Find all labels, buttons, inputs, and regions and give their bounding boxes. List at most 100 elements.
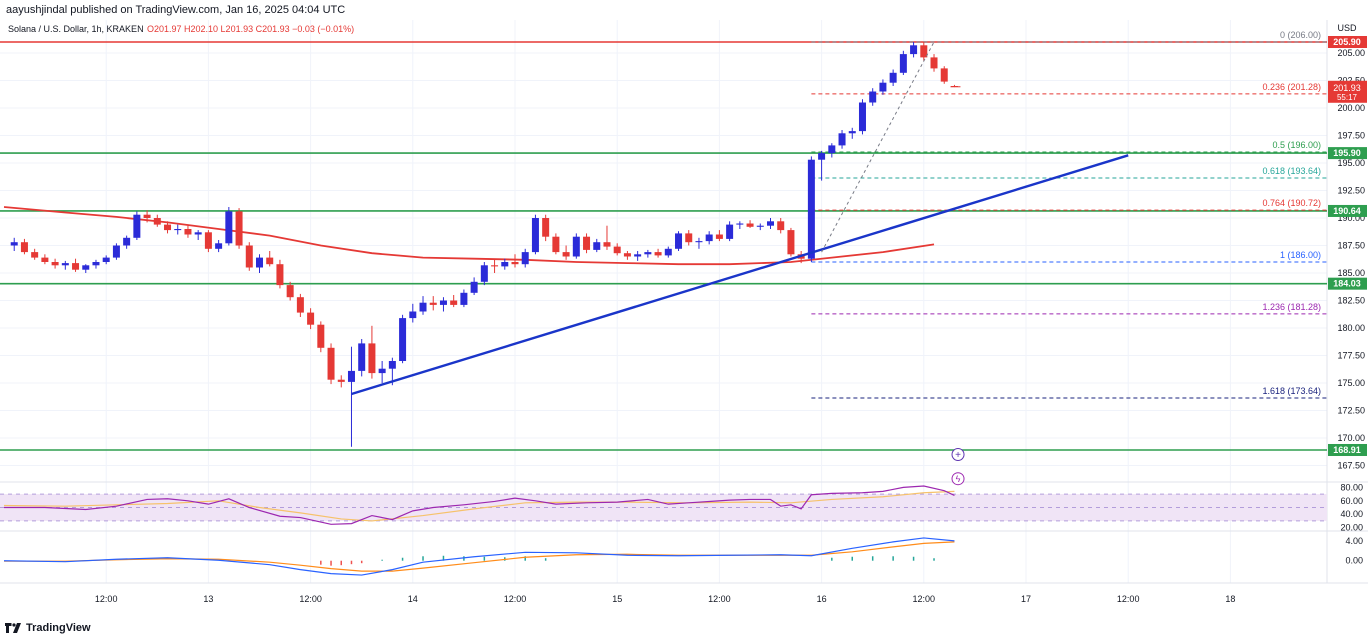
candle-body	[940, 68, 948, 82]
time-tick: 16	[817, 594, 827, 604]
candle-body	[562, 252, 570, 257]
candle-body	[82, 265, 90, 270]
time-tick: 12:00	[504, 594, 527, 604]
fib-label: 0.5 (196.00)	[1272, 140, 1321, 150]
price-tick: 167.50	[1337, 461, 1365, 471]
candle-body	[317, 324, 325, 348]
candle-body	[123, 237, 131, 246]
candle-body	[675, 233, 683, 249]
candle-body	[644, 252, 652, 255]
fib-label: 0.764 (190.72)	[1262, 198, 1321, 208]
price-chart[interactable]: 0 (206.00) 0.236 (201.28) 0.5 (196.00) 0.61…	[0, 20, 1368, 618]
candle-body	[470, 281, 478, 293]
trendline-layer	[351, 41, 1129, 396]
candle-body	[225, 211, 233, 244]
chart-markers: +ϟ	[951, 448, 965, 486]
candle-body	[542, 218, 550, 237]
candle-body	[41, 257, 49, 262]
fib-levels: 0 (206.00) 0.236 (201.28) 0.5 (196.00) 0.61…	[811, 30, 1327, 399]
candle-body	[61, 263, 69, 266]
candle-body	[429, 302, 437, 305]
plus-icon-glyph: +	[955, 450, 961, 461]
price-tick: 177.50	[1337, 351, 1365, 361]
rsi-tick: 20.00	[1340, 523, 1363, 533]
candle-body	[664, 248, 672, 256]
candle-body	[409, 311, 417, 319]
candle-body	[378, 368, 386, 374]
price-tick: 192.50	[1337, 186, 1365, 196]
moving-average	[3, 206, 935, 266]
candle-body	[51, 262, 59, 266]
candle-body	[705, 234, 713, 242]
candle-body	[174, 229, 182, 231]
macd-tick: 0.00	[1345, 556, 1363, 566]
level-badge	[1328, 443, 1367, 456]
candle-body	[715, 234, 723, 239]
candle-body	[10, 242, 18, 246]
candle-body	[767, 221, 774, 226]
candle-body	[869, 91, 877, 103]
last-price-text: 201.93	[1333, 83, 1361, 93]
level-badge-text: 184.03	[1333, 279, 1361, 289]
candle-body	[807, 159, 815, 259]
candle-body	[337, 379, 345, 382]
candle-body	[184, 229, 192, 235]
level-badge-text: 195.90	[1333, 148, 1361, 158]
currency-label: USD	[1337, 23, 1357, 33]
candle-body	[838, 133, 846, 146]
candle-body	[460, 292, 468, 305]
candle-body	[143, 214, 151, 218]
level-badge-text: 168.91	[1333, 445, 1361, 455]
fib-label: 1.618 (173.64)	[1262, 386, 1321, 396]
candle-body	[603, 242, 611, 247]
candle-body	[521, 252, 529, 265]
time-tick: 14	[408, 594, 418, 604]
fib-connector	[821, 41, 935, 253]
candle-body	[572, 236, 580, 257]
level-badge	[1328, 36, 1367, 48]
ohlc-values: O201.97 H202.10 L201.93 C201.93 −0.03 (−…	[147, 24, 354, 34]
candles	[10, 42, 958, 447]
candle-body	[347, 370, 355, 382]
candle-body	[930, 57, 938, 69]
fib-label: 0 (206.00)	[1280, 30, 1321, 40]
level-badge-text: 205.90	[1333, 37, 1361, 47]
candle-body	[215, 243, 223, 249]
time-tick: 18	[1225, 594, 1235, 604]
candle-body	[654, 252, 662, 256]
time-axis: 12:00 13 12:00 14 12:00 15 12:00 16 12:00 17 12:00…	[95, 594, 1235, 604]
macd-tick: 4.00	[1345, 536, 1363, 546]
candle-body	[552, 236, 560, 253]
candle-body	[501, 262, 509, 267]
price-tick: 170.00	[1337, 433, 1365, 443]
candle-body	[256, 257, 263, 268]
candle-body	[685, 233, 693, 243]
rsi-tick: 80.00	[1340, 482, 1363, 492]
fib-label: 0.618 (193.64)	[1262, 166, 1321, 176]
chart-legend: Solana / U.S. Dollar, 1h, KRAKEN O201.97 …	[8, 24, 354, 34]
candle-body	[613, 246, 621, 254]
time-tick: 15	[612, 594, 622, 604]
candle-body	[450, 300, 458, 305]
candle-body	[879, 82, 887, 92]
candle-body	[491, 265, 499, 267]
last-price-countdown: 55:17	[1337, 93, 1358, 102]
candle-body	[286, 285, 294, 298]
price-axis: USD 205.00 202.50 200.00 197.50 195.00 192.50 1…	[950, 23, 1367, 566]
candle-body	[296, 297, 304, 313]
footer: TradingView	[0, 618, 1368, 637]
candle-body	[153, 218, 161, 225]
fib-label: 1 (186.00)	[1280, 250, 1321, 260]
level-badge	[1328, 204, 1367, 217]
macd-pane	[3, 537, 955, 576]
macd-line	[3, 537, 955, 576]
candle-body	[848, 131, 856, 134]
candle-body	[92, 262, 100, 266]
candle-body	[756, 225, 764, 227]
candle-body	[368, 343, 376, 374]
publisher-line: aayushjindal published on TradingView.co…	[6, 4, 346, 16]
candle-body	[531, 218, 539, 253]
lightning-icon-glyph: ϟ	[956, 474, 961, 484]
candle-body	[245, 245, 253, 268]
candle-body	[20, 242, 28, 253]
